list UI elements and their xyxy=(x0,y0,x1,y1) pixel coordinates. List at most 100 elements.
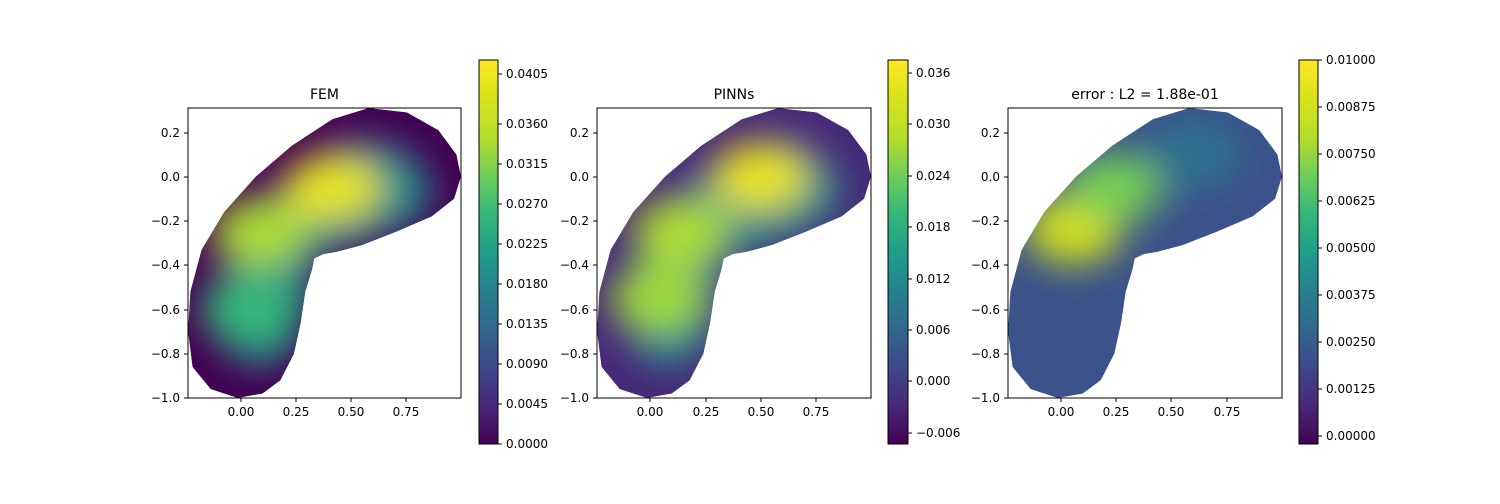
x-tick-label: 0.50 xyxy=(1158,405,1185,419)
colorbar-ticks: 0.00000 0.00125 0.00250 0.00375 0.00500 … xyxy=(1318,53,1376,443)
colorbar-tick: 0.0090 xyxy=(498,357,548,371)
colorbar-tick-label: 0.0405 xyxy=(506,67,548,81)
colorbar-tick-label: 0.0180 xyxy=(506,277,548,291)
panel-error: error : L2 = 1.88e-01 0.00 0.25 0.50 0.7… xyxy=(971,53,1376,445)
colorbar-tick: 0.0180 xyxy=(498,277,548,291)
field-hotspot xyxy=(284,153,381,222)
y-tick-label: 0.0 xyxy=(981,170,1000,184)
colorbar-tick: 0.00625 xyxy=(1318,194,1376,208)
field-hotspot xyxy=(1066,153,1163,222)
y-tick-label: −1.0 xyxy=(971,391,1000,405)
panel-title: error : L2 = 1.88e-01 xyxy=(1071,87,1219,103)
y-tick-label: −0.4 xyxy=(151,258,180,272)
colorbar-tick-label: 0.00750 xyxy=(1326,147,1376,161)
colorbar-tick: 0.036 xyxy=(908,66,950,80)
y-tick: −1.0 xyxy=(560,391,597,405)
colorbar-tick-label: 0.00500 xyxy=(1326,241,1376,255)
colorbar-tick-label: 0.0090 xyxy=(506,357,548,371)
colorbar-tick-label: 0.000 xyxy=(916,374,950,388)
field-hotspot xyxy=(212,197,309,266)
plot-area xyxy=(1008,108,1282,398)
colorbar-tick-label: 0.006 xyxy=(916,323,950,337)
x-tick: 0.75 xyxy=(1214,398,1240,419)
field-domain xyxy=(597,108,871,398)
colorbar-tick: 0.00375 xyxy=(1318,288,1376,302)
x-tick-label: 0.75 xyxy=(803,405,830,419)
colorbar-tick: 0.00000 xyxy=(1318,429,1376,443)
field-hotspot xyxy=(1145,120,1242,189)
y-tick: 0.2 xyxy=(161,126,188,140)
colorbar-tick-label: 0.0315 xyxy=(506,157,548,171)
y-tick: −0.2 xyxy=(151,214,188,228)
colorbar-tick-label: 0.00625 xyxy=(1326,194,1376,208)
x-tick: 0.00 xyxy=(637,398,663,419)
x-tick: 0.25 xyxy=(283,398,310,419)
y-tick-label: −0.8 xyxy=(971,347,1000,361)
colorbar-tick: 0.012 xyxy=(908,272,950,286)
colorbar-tick: 0.030 xyxy=(908,117,950,131)
y-tick: 0.2 xyxy=(981,126,1008,140)
colorbar-tick: 0.0270 xyxy=(498,197,548,211)
y-tick: −0.8 xyxy=(560,347,597,361)
colorbar-tick: 0.00500 xyxy=(1318,241,1376,255)
y-tick-label: −0.6 xyxy=(151,303,180,317)
y-tick-label: −0.2 xyxy=(971,214,1000,228)
colorbar-tick: 0.01000 xyxy=(1318,53,1376,67)
colorbar-tick-label: 0.0045 xyxy=(506,397,548,411)
colorbar-tick-label: 0.018 xyxy=(916,220,950,234)
colorbar-gradient xyxy=(887,59,909,445)
colorbar-tick-label: 0.0000 xyxy=(506,437,548,451)
colorbar-tick: 0.00875 xyxy=(1318,100,1376,114)
x-tick-label: 0.50 xyxy=(338,405,365,419)
x-tick: 0.25 xyxy=(1103,398,1130,419)
colorbar-tick: 0.0315 xyxy=(498,157,548,171)
colorbar: 0.00000 0.00125 0.00250 0.00375 0.00500 … xyxy=(1298,53,1376,445)
x-tick-label: 0.00 xyxy=(228,405,255,419)
y-tick-label: −0.6 xyxy=(560,303,589,317)
colorbar-ticks: −0.006 0.000 0.006 0.012 0.018 0.024 0.0… xyxy=(908,66,960,440)
y-tick: −1.0 xyxy=(971,391,1008,405)
x-axis: 0.00 0.25 0.50 0.75 xyxy=(228,398,420,419)
y-tick: 0.0 xyxy=(570,170,597,184)
x-tick: 0.00 xyxy=(1048,398,1074,419)
x-tick-label: 0.25 xyxy=(693,405,720,419)
colorbar-ticks: 0.0000 0.0045 0.0090 0.0135 0.0180 0.022… xyxy=(498,67,548,451)
colorbar-tick-label: 0.0225 xyxy=(506,237,548,251)
y-tick-label: 0.2 xyxy=(981,126,1000,140)
y-tick: 0.0 xyxy=(161,170,188,184)
colorbar-gradient xyxy=(478,59,499,445)
plot-area xyxy=(597,108,871,398)
y-tick-label: −0.2 xyxy=(151,214,180,228)
axes-frame xyxy=(187,107,462,399)
x-tick: 0.00 xyxy=(228,398,255,419)
x-tick-label: 0.75 xyxy=(393,405,420,419)
y-tick-label: −0.4 xyxy=(971,258,1000,272)
x-tick-label: 0.25 xyxy=(283,405,310,419)
colorbar-tick: 0.0000 xyxy=(498,437,548,451)
colorbar-tick-label: 0.0360 xyxy=(506,117,548,131)
colorbar-tick: 0.0135 xyxy=(498,317,548,331)
y-tick: 0.2 xyxy=(570,126,597,140)
colorbar-tick: 0.018 xyxy=(908,220,950,234)
field-domain xyxy=(1008,108,1282,398)
colorbar-tick: 0.00250 xyxy=(1318,335,1376,349)
colorbar-tick: 0.006 xyxy=(908,323,950,337)
y-tick: −0.6 xyxy=(151,303,188,317)
colorbar-tick-label: 0.00375 xyxy=(1326,288,1376,302)
y-tick: −0.2 xyxy=(560,214,597,228)
colorbar-tick-label: 0.024 xyxy=(916,169,950,183)
y-tick: −0.4 xyxy=(971,258,1008,272)
x-tick-label: 0.25 xyxy=(1103,405,1130,419)
y-tick-label: −0.2 xyxy=(560,214,589,228)
colorbar-tick-label: 0.00250 xyxy=(1326,335,1376,349)
colorbar: 0.0000 0.0045 0.0090 0.0135 0.0180 0.022… xyxy=(478,59,548,451)
colorbar: −0.006 0.000 0.006 0.012 0.018 0.024 0.0… xyxy=(887,59,960,445)
colorbar-tick-label: 0.0135 xyxy=(506,317,548,331)
colorbar-tick: 0.0360 xyxy=(498,117,548,131)
axes-frame xyxy=(596,107,872,399)
colorbar-tick-label: 0.00875 xyxy=(1326,100,1376,114)
field-hotspot xyxy=(632,197,729,266)
y-tick-label: 0.2 xyxy=(161,126,180,140)
